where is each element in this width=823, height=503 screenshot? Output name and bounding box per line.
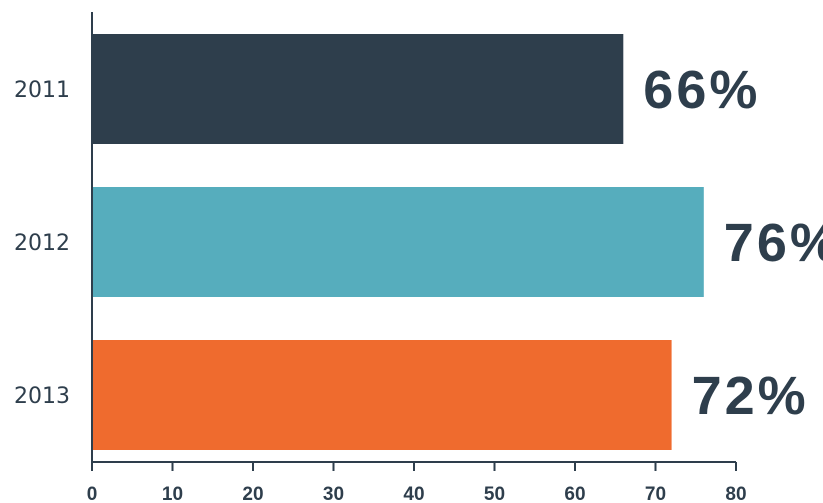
- category-label-2013: 2013: [14, 384, 70, 409]
- data-label-2011: 66%: [643, 60, 760, 120]
- bar-2011: [92, 34, 624, 144]
- data-labels-group: 66% 76% 72%: [643, 60, 823, 426]
- x-ticks-group: 0 10 20 30 40 50 60 70 80: [87, 462, 747, 503]
- data-label-2012: 76%: [724, 213, 823, 273]
- x-tick-label: 20: [242, 484, 263, 503]
- x-tick-label: 40: [403, 484, 424, 503]
- bar-2012: [92, 187, 704, 297]
- bar-2013: [92, 340, 672, 450]
- category-label-2011: 2011: [14, 78, 70, 103]
- x-tick-label: 50: [484, 484, 505, 503]
- x-tick-label: 10: [162, 484, 183, 503]
- x-tick-label: 60: [564, 484, 585, 503]
- x-tick-label: 30: [323, 484, 344, 503]
- x-tick-label: 70: [645, 484, 666, 503]
- x-tick-label: 0: [87, 484, 98, 503]
- bars-group: [92, 34, 704, 450]
- x-tick-label: 80: [725, 484, 746, 503]
- data-label-2013: 72%: [692, 366, 809, 426]
- category-labels-group: 2011 2012 2013: [14, 78, 70, 409]
- category-label-2012: 2012: [14, 231, 70, 256]
